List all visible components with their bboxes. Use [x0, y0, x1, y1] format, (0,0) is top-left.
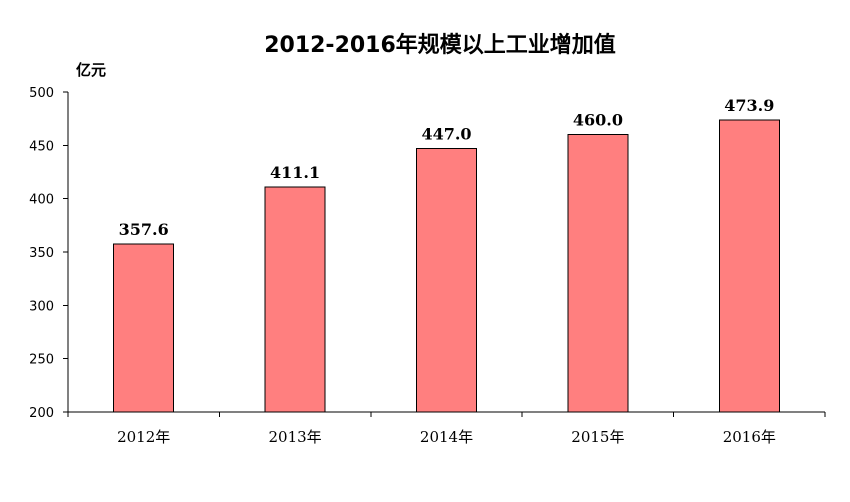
y-tick-label: 300: [29, 299, 54, 314]
bar: [264, 186, 326, 413]
axes: 200 250 300 350 400 450 500: [29, 86, 826, 421]
x-tick-label: 2012年: [117, 428, 170, 446]
data-label: 357.6: [119, 220, 169, 239]
chart-title: 2012-2016年规模以上工业增加值: [264, 32, 616, 58]
data-label: 460.0: [573, 111, 623, 130]
y-tick-label: 200: [29, 406, 54, 421]
data-label: 411.1: [270, 163, 320, 182]
data-label: 473.9: [724, 96, 774, 115]
y-tick-label: 350: [29, 246, 54, 261]
y-tick-label: 400: [29, 193, 54, 208]
x-tick-label: 2013年: [269, 428, 322, 446]
y-tick-label: 500: [29, 86, 54, 101]
bar: [567, 134, 629, 413]
x-tick-label: 2014年: [420, 428, 473, 446]
y-axis-unit-label: 亿元: [76, 61, 106, 79]
data-label: 447.0: [421, 125, 471, 144]
bar: [416, 148, 477, 413]
y-tick-label: 450: [29, 139, 54, 154]
bars: 357.6 2012年 411.1 2013年 447.0 2014年 460.0 2015年…: [113, 96, 780, 446]
x-tick-label: 2016年: [723, 428, 776, 446]
bar: [718, 119, 780, 413]
y-tick-label: 250: [29, 353, 54, 368]
bar: [113, 243, 175, 413]
x-tick-label: 2015年: [571, 428, 624, 446]
